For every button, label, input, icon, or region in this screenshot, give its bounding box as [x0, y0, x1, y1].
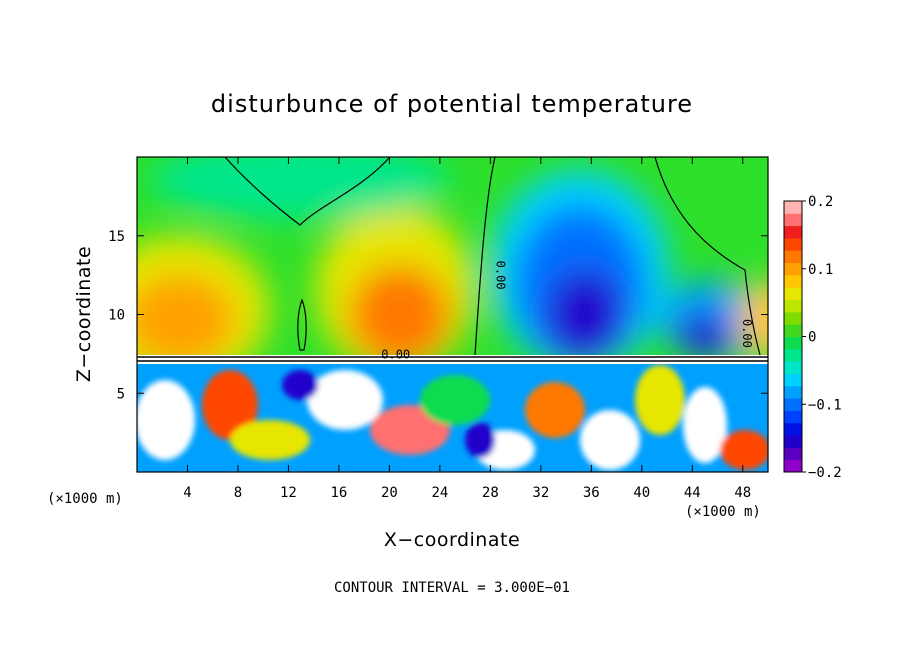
x-axis-label: X−coordinate [384, 529, 520, 551]
lower-blob [202, 370, 258, 440]
x-tick-label: 44 [684, 485, 701, 501]
colorbar-swatch [784, 311, 802, 325]
zero-contour [224, 157, 761, 356]
colorbar-swatch [784, 447, 802, 461]
colorbar-swatch [784, 250, 802, 264]
colorbar-swatch [784, 348, 802, 362]
contour-labels: 0.00 0.00 0.00 [381, 261, 754, 362]
x-tick-label: 24 [431, 485, 448, 501]
colorbar-swatch [784, 410, 802, 424]
plot-area [137, 157, 768, 472]
colorbar-tick-label: 0.1 [808, 262, 833, 278]
warm-core-left [137, 275, 235, 365]
x-axis-unit-left: (×1000 m) [47, 491, 123, 507]
colorbar-tick-label: 0 [808, 330, 816, 346]
lower-blob [525, 382, 585, 438]
colorbar-swatch [784, 287, 802, 301]
x-tick-label: 40 [633, 485, 650, 501]
lower-blob [282, 370, 318, 400]
upper-field [137, 157, 768, 385]
x-tick-label: 28 [482, 485, 499, 501]
lower-blob [420, 375, 490, 425]
colorbar-tick-label: −0.1 [808, 397, 842, 413]
inversion-band [137, 355, 768, 364]
x-tick-label: 36 [583, 485, 600, 501]
lower-field [137, 355, 768, 472]
colorbar-swatch [784, 385, 802, 399]
colorbar-swatch [784, 459, 802, 473]
y-axis: 5 10 15 [108, 229, 768, 402]
x-tick-label: 48 [734, 485, 751, 501]
lower-blob [683, 387, 727, 463]
colorbar-swatch [784, 398, 802, 411]
lower-blob [635, 365, 685, 435]
y-tick-label: 10 [108, 308, 125, 324]
colorbar-swatch [784, 361, 802, 374]
x-tick-label: 4 [183, 485, 191, 501]
lower-blob [720, 430, 768, 470]
x-axis-unit-right: (×1000 m) [685, 504, 761, 520]
colorbar-swatch [784, 274, 802, 288]
y-tick-label: 15 [108, 229, 125, 245]
contour-label: 0.00 [381, 348, 410, 362]
colorbar-swatch [784, 225, 802, 239]
y-tick-label: 5 [117, 386, 125, 402]
colorbar: 0.2 0.1 0 −0.1 −0.2 [783, 194, 842, 481]
colorbar-swatch [784, 213, 802, 227]
x-tick-label: 8 [234, 485, 242, 501]
colorbar-swatch [784, 237, 802, 251]
x-tick-label: 32 [532, 485, 549, 501]
colorbar-swatch [784, 336, 802, 350]
cold-core-right [547, 270, 623, 360]
lower-blob [580, 410, 640, 470]
contour-label: 0.00 [740, 319, 754, 348]
colorbar-tick-label: 0.2 [808, 194, 833, 210]
warm-core-mid [350, 265, 450, 365]
x-tick-label: 12 [280, 485, 297, 501]
colorbar-swatch [784, 262, 802, 276]
colorbar-swatch [784, 324, 802, 337]
cold-core-far [677, 313, 733, 357]
colorbar-swatch [784, 435, 802, 448]
lower-blob [370, 405, 450, 455]
colorbar-swatch [784, 373, 802, 387]
contour-label: 0.00 [494, 261, 508, 290]
lower-blob [137, 380, 195, 460]
colorbar-swatch [784, 299, 802, 313]
contour-interval-note: CONTOUR INTERVAL = 3.000E−01 [334, 580, 570, 596]
lower-blob [465, 422, 495, 458]
x-axis: 4 8 12 16 20 24 28 32 36 40 44 48 [183, 157, 751, 501]
lower-blob [230, 420, 310, 460]
x-tick-label: 16 [330, 485, 347, 501]
zero-contour-loop [297, 298, 307, 351]
colorbar-swatch [784, 422, 802, 436]
neutral-top [150, 157, 450, 220]
warm-far-right [740, 280, 768, 360]
y-axis-label: Z−coordinate [73, 246, 95, 382]
lower-blob [307, 370, 383, 430]
chart-title: disturbunce of potential temperature [211, 90, 693, 118]
colorbar-swatch [784, 201, 802, 214]
x-tick-label: 20 [381, 485, 398, 501]
colorbar-tick-label: −0.2 [808, 465, 842, 481]
